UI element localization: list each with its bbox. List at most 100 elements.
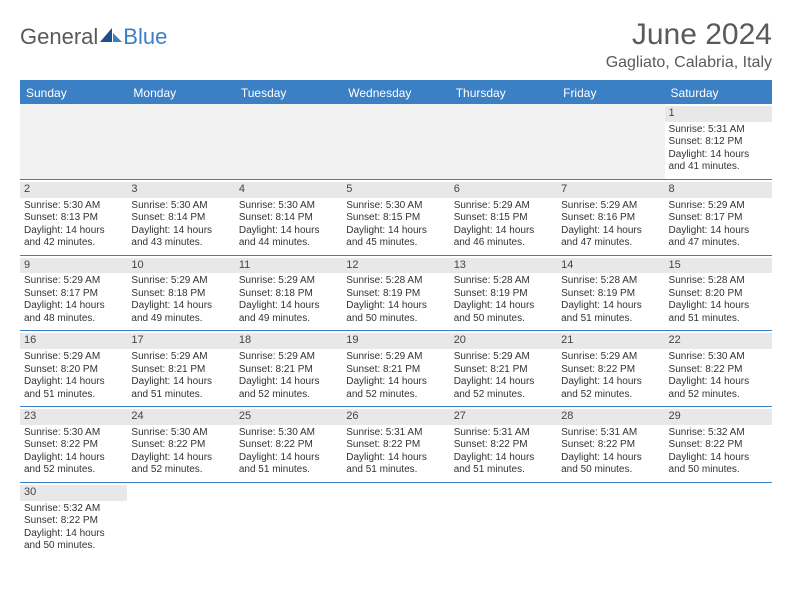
dl1-text: Daylight: 14 hours <box>346 225 445 238</box>
empty-cell <box>127 104 234 180</box>
day-cell: 30Sunrise: 5:32 AMSunset: 8:22 PMDayligh… <box>20 483 127 558</box>
sunset-text: Sunset: 8:22 PM <box>669 364 768 377</box>
sunset-text: Sunset: 8:20 PM <box>24 364 123 377</box>
sunrise-text: Sunrise: 5:29 AM <box>454 351 553 364</box>
day-number: 27 <box>450 409 557 425</box>
dl2-text: and 51 minutes. <box>454 464 553 477</box>
dl1-text: Daylight: 14 hours <box>669 225 768 238</box>
day-cell: 28Sunrise: 5:31 AMSunset: 8:22 PMDayligh… <box>557 407 664 483</box>
title-block: June 2024 Gagliato, Calabria, Italy <box>606 18 772 72</box>
dl2-text: and 45 minutes. <box>346 237 445 250</box>
empty-cell <box>557 483 664 558</box>
dl2-text: and 49 minutes. <box>239 313 338 326</box>
logo-sail-icon <box>100 26 122 49</box>
day-number: 22 <box>665 333 772 349</box>
day-number: 8 <box>665 182 772 198</box>
day-header-row: Sunday Monday Tuesday Wednesday Thursday… <box>20 82 772 104</box>
sunset-text: Sunset: 8:22 PM <box>24 515 123 528</box>
empty-cell <box>127 483 234 558</box>
dl2-text: and 51 minutes. <box>239 464 338 477</box>
day-cell: 6Sunrise: 5:29 AMSunset: 8:15 PMDaylight… <box>450 180 557 256</box>
day-header: Wednesday <box>342 82 449 104</box>
sunrise-text: Sunrise: 5:31 AM <box>669 124 768 137</box>
empty-cell <box>342 104 449 180</box>
day-cell: 10Sunrise: 5:29 AMSunset: 8:18 PMDayligh… <box>127 256 234 332</box>
day-cell: 7Sunrise: 5:29 AMSunset: 8:16 PMDaylight… <box>557 180 664 256</box>
sunrise-text: Sunrise: 5:30 AM <box>131 200 230 213</box>
dl1-text: Daylight: 14 hours <box>561 452 660 465</box>
logo: General Blue <box>20 24 167 50</box>
day-number: 11 <box>235 258 342 274</box>
day-number: 6 <box>450 182 557 198</box>
empty-cell <box>342 483 449 558</box>
empty-cell <box>235 483 342 558</box>
day-header: Friday <box>557 82 664 104</box>
empty-cell <box>557 104 664 180</box>
day-cell: 14Sunrise: 5:28 AMSunset: 8:19 PMDayligh… <box>557 256 664 332</box>
day-cell: 8Sunrise: 5:29 AMSunset: 8:17 PMDaylight… <box>665 180 772 256</box>
day-number: 15 <box>665 258 772 274</box>
day-number: 29 <box>665 409 772 425</box>
day-cell: 17Sunrise: 5:29 AMSunset: 8:21 PMDayligh… <box>127 331 234 407</box>
sunset-text: Sunset: 8:13 PM <box>24 212 123 225</box>
sunset-text: Sunset: 8:15 PM <box>346 212 445 225</box>
day-cell: 25Sunrise: 5:30 AMSunset: 8:22 PMDayligh… <box>235 407 342 483</box>
sunset-text: Sunset: 8:22 PM <box>454 439 553 452</box>
day-number: 24 <box>127 409 234 425</box>
sunset-text: Sunset: 8:14 PM <box>131 212 230 225</box>
sunset-text: Sunset: 8:19 PM <box>561 288 660 301</box>
sunrise-text: Sunrise: 5:29 AM <box>561 351 660 364</box>
header: General Blue June 2024 Gagliato, Calabri… <box>20 18 772 72</box>
sunrise-text: Sunrise: 5:29 AM <box>239 351 338 364</box>
day-cell: 2Sunrise: 5:30 AMSunset: 8:13 PMDaylight… <box>20 180 127 256</box>
dl2-text: and 52 minutes. <box>669 389 768 402</box>
dl1-text: Daylight: 14 hours <box>346 376 445 389</box>
dl1-text: Daylight: 14 hours <box>24 225 123 238</box>
day-cell: 24 Sunrise: 5:30 AMSunset: 8:22 PMDayligh… <box>127 407 234 483</box>
day-number: 18 <box>235 333 342 349</box>
dl2-text: and 52 minutes. <box>239 389 338 402</box>
day-header: Monday <box>127 82 234 104</box>
logo-text-blue: Blue <box>123 24 167 50</box>
dl2-text: and 49 minutes. <box>131 313 230 326</box>
sunset-text: Sunset: 8:18 PM <box>239 288 338 301</box>
day-cell: 26Sunrise: 5:31 AMSunset: 8:22 PMDayligh… <box>342 407 449 483</box>
empty-cell <box>20 104 127 180</box>
dl1-text: Daylight: 14 hours <box>131 452 230 465</box>
day-cell: 27Sunrise: 5:31 AMSunset: 8:22 PMDayligh… <box>450 407 557 483</box>
sunset-text: Sunset: 8:15 PM <box>454 212 553 225</box>
dl1-text: Daylight: 14 hours <box>669 300 768 313</box>
sunrise-text: Sunrise: 5:30 AM <box>24 427 123 440</box>
dl2-text: and 46 minutes. <box>454 237 553 250</box>
week-row: 23Sunrise: 5:30 AMSunset: 8:22 PMDayligh… <box>20 407 772 483</box>
dl1-text: Daylight: 14 hours <box>346 300 445 313</box>
dl2-text: and 50 minutes. <box>346 313 445 326</box>
dl2-text: and 43 minutes. <box>131 237 230 250</box>
dl1-text: Daylight: 14 hours <box>454 225 553 238</box>
sunrise-text: Sunrise: 5:29 AM <box>24 351 123 364</box>
dl2-text: and 52 minutes. <box>131 464 230 477</box>
dl1-text: Daylight: 14 hours <box>239 376 338 389</box>
sunrise-text: Sunrise: 5:29 AM <box>131 275 230 288</box>
sunrise-text: Sunrise: 5:29 AM <box>24 275 123 288</box>
sunrise-text: Sunrise: 5:30 AM <box>24 200 123 213</box>
sunrise-text: Sunrise: 5:30 AM <box>131 427 230 440</box>
sunset-text: Sunset: 8:17 PM <box>669 212 768 225</box>
dl1-text: Daylight: 14 hours <box>454 452 553 465</box>
week-row: 9Sunrise: 5:29 AMSunset: 8:17 PMDaylight… <box>20 256 772 332</box>
day-cell: 18Sunrise: 5:29 AMSunset: 8:21 PMDayligh… <box>235 331 342 407</box>
day-number: 20 <box>450 333 557 349</box>
sunrise-text: Sunrise: 5:28 AM <box>561 275 660 288</box>
empty-cell <box>450 483 557 558</box>
day-number: 3 <box>127 182 234 198</box>
sunrise-text: Sunrise: 5:29 AM <box>131 351 230 364</box>
dl1-text: Daylight: 14 hours <box>561 225 660 238</box>
day-cell: 21Sunrise: 5:29 AMSunset: 8:22 PMDayligh… <box>557 331 664 407</box>
dl2-text: and 50 minutes. <box>454 313 553 326</box>
dl1-text: Daylight: 14 hours <box>669 376 768 389</box>
dl1-text: Daylight: 14 hours <box>239 452 338 465</box>
day-cell: 13Sunrise: 5:28 AMSunset: 8:19 PMDayligh… <box>450 256 557 332</box>
sunset-text: Sunset: 8:22 PM <box>561 364 660 377</box>
sunrise-text: Sunrise: 5:29 AM <box>346 351 445 364</box>
sunset-text: Sunset: 8:22 PM <box>131 439 230 452</box>
